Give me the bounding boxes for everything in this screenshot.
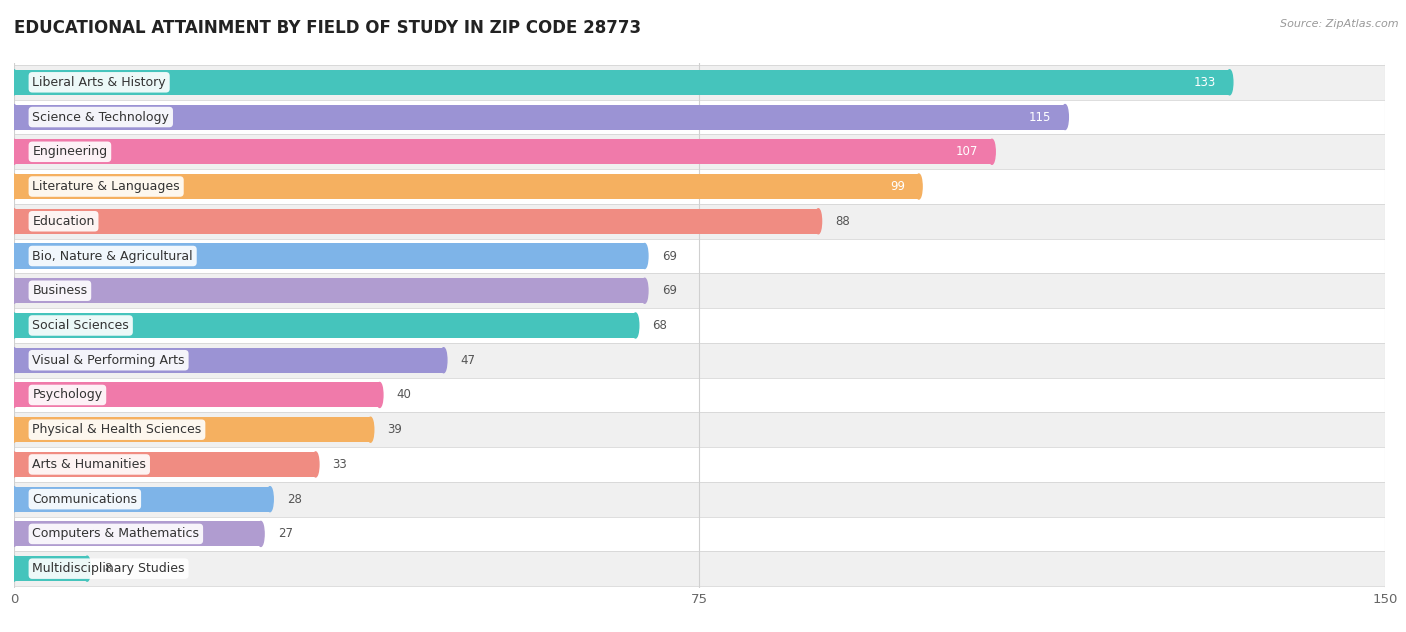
Circle shape [1226,70,1233,95]
Text: 88: 88 [835,215,851,228]
Text: Business: Business [32,284,87,297]
Text: 69: 69 [662,284,676,297]
Bar [14,417,371,442]
Text: Bio, Nature & Agricultural: Bio, Nature & Agricultural [32,250,193,262]
Text: Arts & Humanities: Arts & Humanities [32,458,146,471]
Bar [14,348,444,373]
Bar [14,377,1385,412]
Circle shape [11,348,17,373]
Bar [14,174,920,199]
Bar [14,100,1385,135]
Bar [14,243,645,269]
Circle shape [11,556,17,581]
Circle shape [11,452,17,477]
Circle shape [11,70,17,95]
Bar [14,382,380,408]
Circle shape [915,174,922,199]
Bar [14,274,1385,308]
Bar [14,139,993,164]
Text: 47: 47 [461,354,475,367]
Circle shape [11,521,17,547]
Text: 99: 99 [890,180,905,193]
Circle shape [267,487,273,512]
Text: 40: 40 [396,389,412,401]
Circle shape [11,313,17,338]
Circle shape [11,104,17,130]
Circle shape [988,139,995,164]
Circle shape [11,417,17,442]
Circle shape [312,452,319,477]
Text: Liberal Arts & History: Liberal Arts & History [32,76,166,89]
Bar [14,239,1385,274]
Circle shape [11,174,17,199]
Bar [14,482,1385,516]
Text: 28: 28 [287,493,302,506]
Circle shape [1062,104,1069,130]
Bar [14,70,1229,95]
Text: Social Sciences: Social Sciences [32,319,129,332]
Bar [14,65,1385,100]
Circle shape [11,139,17,164]
Text: 8: 8 [104,562,111,575]
Text: Literature & Languages: Literature & Languages [32,180,180,193]
Text: 27: 27 [278,528,292,540]
Text: Communications: Communications [32,493,138,506]
Circle shape [11,243,17,269]
Bar [14,516,1385,551]
Text: Multidisciplinary Studies: Multidisciplinary Studies [32,562,184,575]
Circle shape [11,278,17,303]
Circle shape [11,209,17,234]
Bar [14,412,1385,447]
Text: 115: 115 [1029,111,1052,123]
Text: Science & Technology: Science & Technology [32,111,169,123]
Bar [14,313,636,338]
Text: 33: 33 [333,458,347,471]
Circle shape [641,243,648,269]
Bar [14,135,1385,169]
Bar [14,308,1385,343]
Bar [14,169,1385,204]
Text: Psychology: Psychology [32,389,103,401]
Circle shape [11,382,17,408]
Text: EDUCATIONAL ATTAINMENT BY FIELD OF STUDY IN ZIP CODE 28773: EDUCATIONAL ATTAINMENT BY FIELD OF STUDY… [14,19,641,37]
Text: Computers & Mathematics: Computers & Mathematics [32,528,200,540]
Bar [14,343,1385,377]
Circle shape [440,348,447,373]
Circle shape [257,521,264,547]
Bar [14,452,316,477]
Bar [14,447,1385,482]
Circle shape [633,313,638,338]
Bar [14,521,262,547]
Circle shape [815,209,821,234]
Text: Source: ZipAtlas.com: Source: ZipAtlas.com [1281,19,1399,29]
Text: Physical & Health Sciences: Physical & Health Sciences [32,423,201,436]
Bar [14,204,1385,239]
Circle shape [11,487,17,512]
Text: 107: 107 [956,145,979,158]
Bar [14,104,1066,130]
Text: 39: 39 [388,423,402,436]
Bar [14,556,87,581]
Bar [14,551,1385,586]
Bar [14,487,270,512]
Text: Engineering: Engineering [32,145,107,158]
Circle shape [84,556,90,581]
Circle shape [367,417,374,442]
Bar [14,278,645,303]
Bar [14,209,818,234]
Text: 69: 69 [662,250,676,262]
Text: 133: 133 [1194,76,1216,89]
Circle shape [377,382,382,408]
Circle shape [641,278,648,303]
Text: Education: Education [32,215,94,228]
Text: 68: 68 [652,319,668,332]
Text: Visual & Performing Arts: Visual & Performing Arts [32,354,184,367]
